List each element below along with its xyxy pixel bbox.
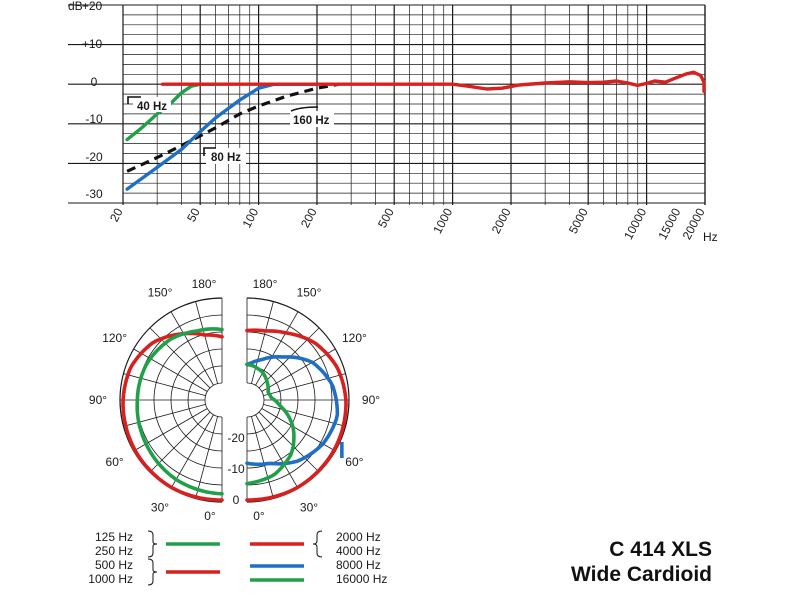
annotation-160hz-marker [290,106,319,112]
polar-angle-label: 30° [151,500,169,514]
polar-angle-label: 90° [89,393,107,407]
polar-spoke [263,373,346,396]
polar-angle-labels: 0° 30° 60° 90° 120° 150° 180° 0° 30° 60° 90° 120° 15… [89,277,380,523]
legend-label: 2000 Hz [336,530,381,544]
x-tick-label: 500 [375,206,397,231]
x-tick-label: 20 [107,206,126,225]
annotation-40hz-label: 40 Hz [137,101,167,113]
annotation-160hz-label: 160 Hz [293,115,330,127]
polar-curves [121,327,348,502]
y-tick-label: 0 [91,75,98,89]
polar-spoke [251,301,274,384]
polar-radial-labels: -20 -10 0 [227,431,245,507]
legend-right-blue: 8000 Hz [250,558,381,572]
hz-unit-label: Hz [703,230,718,244]
polar-spoke [195,416,218,499]
annotation-80hz-marker [203,147,216,156]
annotation-80hz-label: 80 Hz [211,152,241,164]
polar-left-green-curve [135,327,224,496]
legend-brace [147,530,158,558]
y-tick-label: -30 [85,187,103,201]
polar-ring [204,382,223,418]
series-black-line [126,82,340,173]
polar-spoke [133,348,208,392]
polar-angle-label: 30° [300,500,318,514]
legend-label: 500 Hz [95,558,133,572]
legend-label: 250 Hz [95,544,133,558]
polar-spoke [170,414,214,489]
polar-angle-label: 90° [362,393,380,407]
legend-label: 4000 Hz [336,544,381,558]
annotation-80hz-box [206,148,246,164]
annotation-40hz-marker [127,96,141,104]
polar-spoke [170,311,214,386]
polar-right-green-curve [245,362,296,486]
x-tick-label: 2000 [489,206,514,236]
legend-brace [312,530,323,558]
polar-spoke [255,414,299,489]
polar-spoke [149,411,211,473]
annotation-40hz-box [133,97,171,112]
polar-angle-label: 0° [204,509,216,523]
legend-label: 125 Hz [95,530,133,544]
annotation-160hz-box [290,111,334,127]
x-tick-label: 50 [184,206,203,225]
x-tick-label: 1000 [430,206,455,236]
annotation-40hz: 40 Hz [127,96,171,113]
polar-angle-label: 60° [106,455,124,469]
polar-ring [246,382,265,418]
polar-angle-label: 60° [345,455,363,469]
polar-spoke [123,373,206,396]
polar-spoke [258,411,320,473]
polar-radial-label: -10 [227,462,245,476]
x-tick-label: 200 [298,206,320,231]
x-tick-label: 100 [239,206,261,231]
polar-spoke [251,416,274,499]
annotation-160hz: 160 Hz [290,106,334,127]
polar-angle-label: 180° [192,277,217,291]
legend-label: 16000 Hz [336,572,387,586]
polar-angle-label: 120° [342,331,367,345]
polar-radial-label: 0 [233,493,240,507]
series-red-line [160,70,706,93]
db-unit-label: dB [68,0,83,13]
polar-spoke [261,348,336,392]
y-tick-label: -20 [85,150,103,164]
legend-label: 1000 Hz [88,572,133,586]
frequency-response-chart: 20 50 100 200 500 1000 2000 5000 10000 1500020000… [68,0,718,244]
y-tick-label: -10 [85,112,103,126]
pattern-subtitle: Wide Cardioid [571,563,712,586]
legend-label: 8000 Hz [336,558,381,572]
polar-angle-label: 0° [253,509,265,523]
polar-right-red-curve [245,328,348,502]
db-tick-labels: +20 +10 0 -10 -20 -30 [82,0,103,201]
y-tick-label: +20 [82,0,103,13]
legend-right-green: 16000 Hz [250,572,387,586]
product-title: C 414 XLS [609,538,712,561]
x-tick-label: 15000 [655,206,683,242]
frequency-response-series [125,70,706,191]
annotation-80hz: 80 Hz [203,147,246,164]
x-tick-label: 5000 [566,206,591,236]
polar-angle-label: 150° [148,286,173,300]
polar-angle-label: 120° [102,331,127,345]
legend-brace [147,558,158,586]
polar-spoke [195,301,218,384]
polar-spoke [263,404,346,427]
polar-angle-label: 180° [253,277,278,291]
y-tick-label: +10 [82,37,103,51]
polar-angle-label: 150° [297,286,322,300]
polar-radial-label: -20 [227,431,245,445]
polar-pattern-chart: 0° 30° 60° 90° 120° 150° 180° 0° 30° 60° 90° 120° 15… [89,277,380,523]
x-tick-label: 10000 [621,206,649,242]
